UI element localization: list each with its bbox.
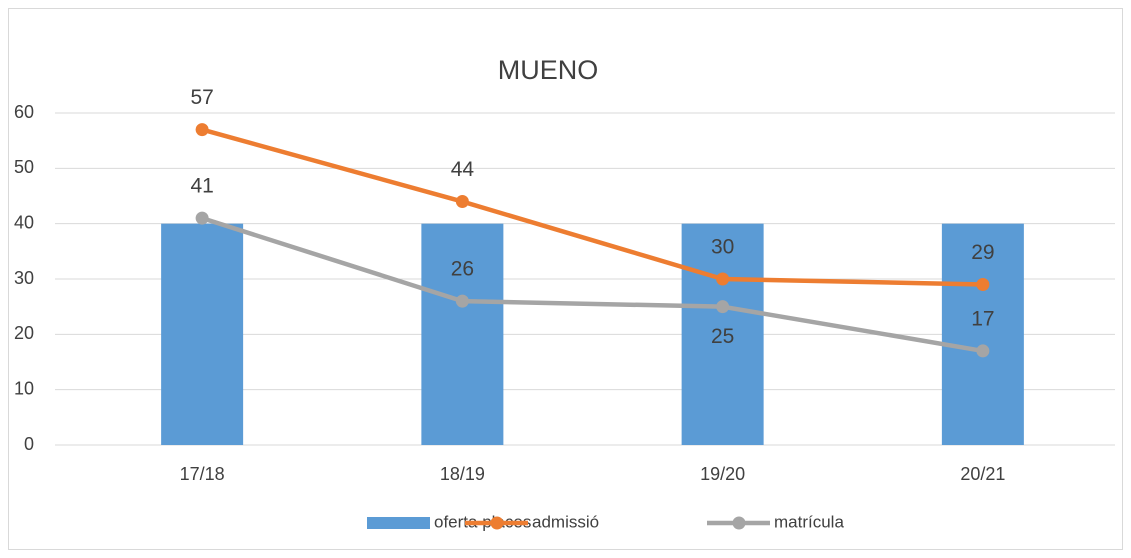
- marker: [716, 300, 730, 314]
- legend-label: admissió: [532, 512, 599, 531]
- data-label: 57: [190, 86, 213, 109]
- data-label: 17: [971, 307, 994, 330]
- marker: [976, 278, 990, 292]
- y-tick-label: 30: [14, 268, 34, 288]
- bar: [681, 223, 764, 445]
- marker: [716, 272, 730, 286]
- legend-marker: [490, 516, 504, 530]
- y-tick-label: 20: [14, 323, 34, 343]
- data-label: 26: [451, 258, 474, 281]
- bar: [941, 223, 1024, 445]
- y-tick-label: 50: [14, 157, 34, 177]
- marker: [195, 211, 209, 225]
- data-label: 30: [711, 236, 734, 259]
- legend-label: matrícula: [774, 512, 844, 531]
- bar: [421, 223, 504, 445]
- x-tick-label: 17/18: [180, 464, 225, 484]
- marker: [195, 123, 209, 137]
- x-tick-label: 19/20: [700, 464, 745, 484]
- line: [201, 215, 984, 354]
- data-label: 29: [971, 241, 994, 264]
- legend-swatch: [367, 517, 430, 529]
- x-tick-label: 18/19: [440, 464, 485, 484]
- y-tick-label: 0: [24, 434, 34, 454]
- y-tick-label: 60: [14, 102, 34, 122]
- bar: [161, 223, 244, 445]
- y-tick-label: 40: [14, 212, 34, 232]
- data-label: 44: [451, 158, 475, 181]
- legend-marker: [732, 516, 746, 530]
- marker: [976, 344, 990, 358]
- data-label: 25: [711, 325, 734, 348]
- marker: [455, 195, 469, 209]
- x-tick-label: 20/21: [960, 464, 1005, 484]
- y-tick-label: 10: [14, 378, 34, 398]
- data-label: 41: [190, 175, 213, 198]
- chart-title: MUENO: [498, 55, 599, 85]
- line: [201, 127, 983, 287]
- marker: [455, 294, 469, 308]
